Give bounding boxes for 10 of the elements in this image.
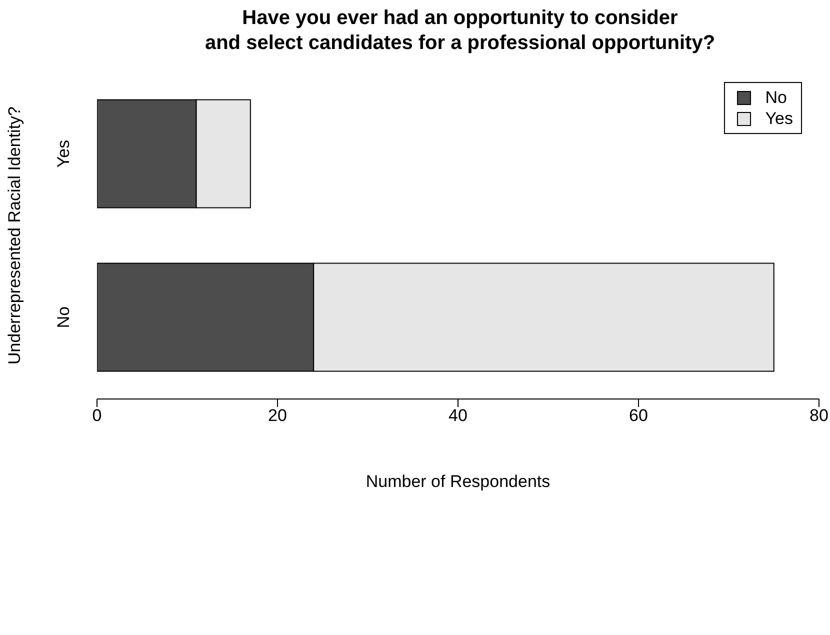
x-tick-label: 40 <box>448 406 468 426</box>
x-tick-label: 80 <box>810 406 828 426</box>
chart-title: Have you ever had an opportunity to consider and select candidates for a professional opportunity? <box>204 6 716 56</box>
legend-label: Yes <box>765 108 793 129</box>
y-axis-title: Underrepresented Racial Identity? <box>5 106 24 364</box>
x-tick-label: 0 <box>92 406 102 426</box>
legend-label: No <box>765 87 787 108</box>
x-tick-label: 60 <box>629 406 648 426</box>
x-axis-title: Number of Respondents <box>366 472 550 491</box>
x-tick-label: 20 <box>268 406 287 426</box>
